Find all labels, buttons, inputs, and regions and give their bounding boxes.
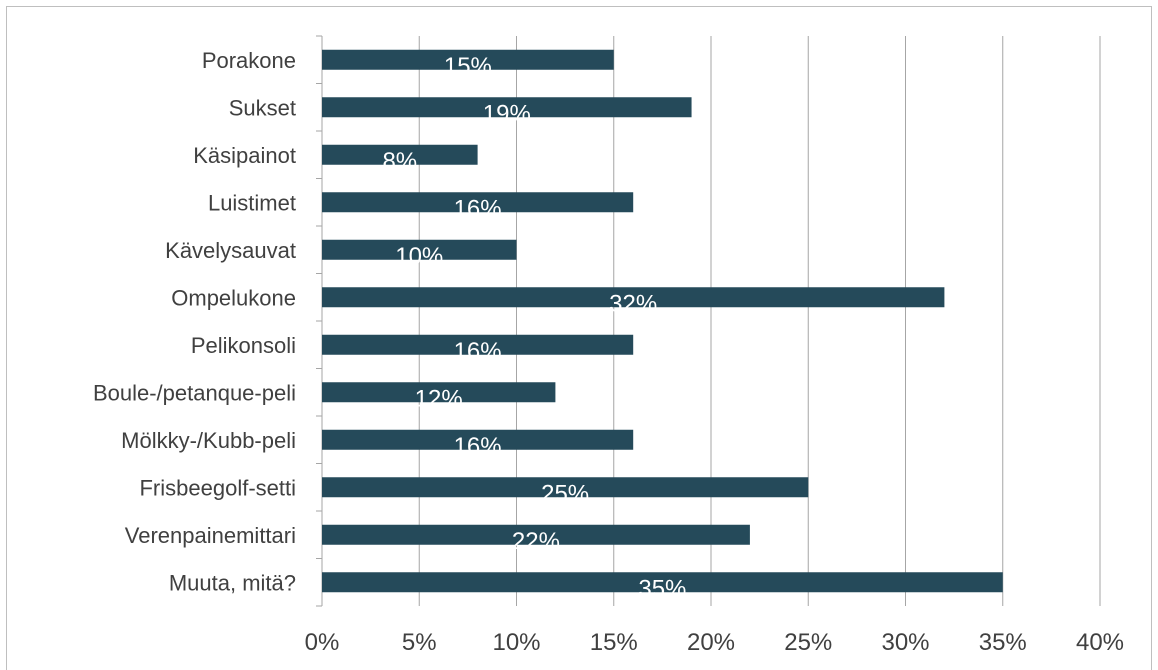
bar-Muuta, mitä?	[322, 572, 1003, 593]
data-label: 12%	[415, 385, 463, 412]
data-label: 32%	[609, 290, 657, 317]
category-label: Boule-/petanque-peli	[93, 380, 296, 405]
x-tick-label: 15%	[590, 629, 638, 656]
x-tick-label: 10%	[492, 629, 540, 656]
data-label: 25%	[541, 480, 589, 507]
x-tick-label: 0%	[305, 629, 340, 656]
data-label: 16%	[454, 195, 502, 222]
bar-Käsipainot	[322, 144, 478, 165]
x-tick-label: 35%	[979, 629, 1027, 656]
bar-Boule-/petanque-peli	[322, 382, 556, 403]
bar-Verenpainemittari	[322, 524, 750, 545]
bar-Sukset	[322, 97, 692, 118]
data-label: 10%	[395, 243, 443, 270]
category-label: Ompelukone	[171, 285, 296, 310]
bar-Frisbeegolf-setti	[322, 477, 809, 498]
category-label: Luistimet	[208, 190, 296, 215]
category-label: Verenpainemittari	[125, 523, 296, 548]
data-label: 8%	[382, 148, 417, 175]
data-label: 16%	[454, 433, 502, 460]
bar-Mölkky-/Kubb-peli	[322, 429, 634, 450]
x-tick-label: 5%	[402, 629, 437, 656]
x-tick-label: 40%	[1076, 629, 1124, 656]
data-label: 15%	[444, 53, 492, 80]
data-label: 19%	[483, 100, 531, 127]
category-label: Mölkky-/Kubb-peli	[121, 428, 296, 453]
x-tick-label: 20%	[687, 629, 735, 656]
category-label: Sukset	[229, 95, 296, 120]
category-label: Porakone	[202, 48, 296, 73]
data-label: 22%	[512, 528, 560, 555]
bar-Kävelysauvat	[322, 239, 517, 260]
x-tick-label: 30%	[881, 629, 929, 656]
x-tick-label: 25%	[784, 629, 832, 656]
bar-Porakone	[322, 49, 614, 70]
data-label: 16%	[454, 338, 502, 365]
category-label: Frisbeegolf-setti	[139, 475, 296, 500]
category-label: Muuta, mitä?	[169, 570, 296, 595]
category-label: Käsipainot	[193, 143, 296, 168]
bar-Ompelukone	[322, 287, 945, 308]
data-label: 35%	[638, 575, 686, 602]
bar-Pelikonsoli	[322, 334, 634, 355]
category-label: Kävelysauvat	[165, 238, 296, 263]
bar-Luistimet	[322, 192, 634, 213]
category-label: Pelikonsoli	[191, 333, 296, 358]
